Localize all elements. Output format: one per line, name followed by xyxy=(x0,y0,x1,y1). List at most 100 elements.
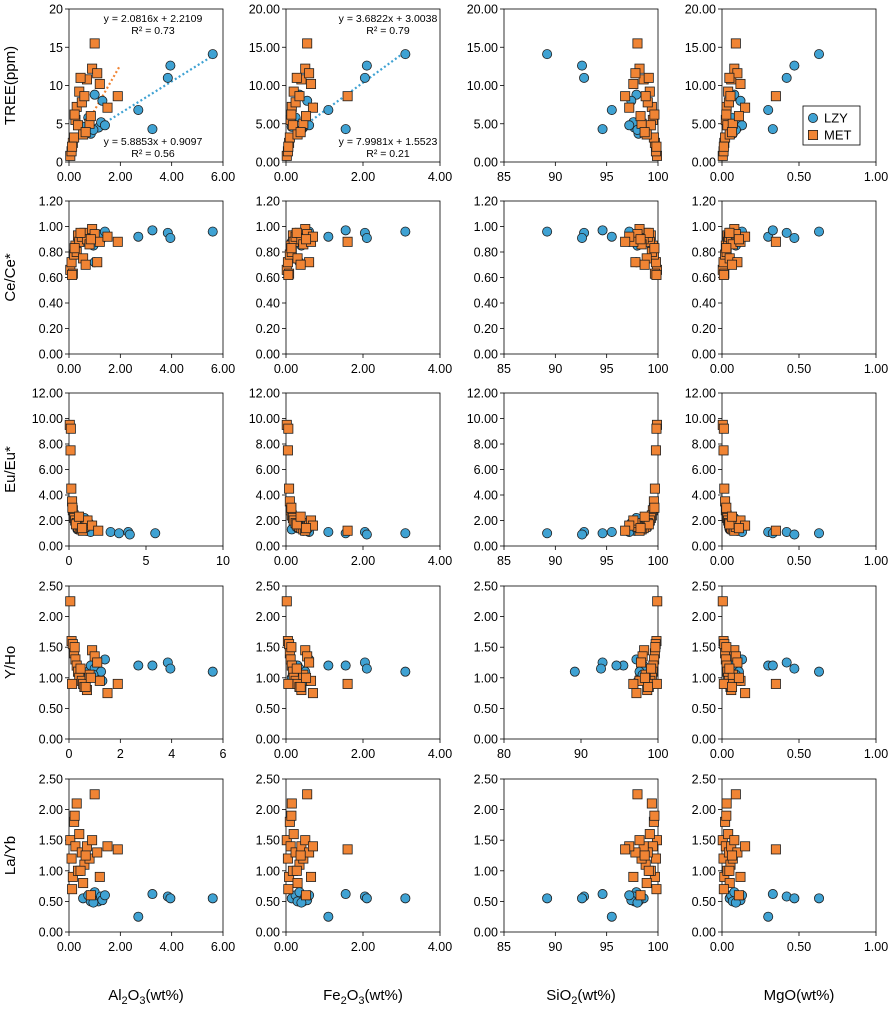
y-tick-label: 1.00 xyxy=(39,864,63,878)
y-tick-label: 12.00 xyxy=(467,387,498,401)
point-met xyxy=(300,835,311,846)
point-lzy xyxy=(400,893,411,904)
point-met xyxy=(620,91,631,102)
point-lzy xyxy=(361,663,372,674)
point-met xyxy=(652,596,663,607)
y-tick-label: 20.00 xyxy=(685,3,716,17)
x-tick-label: 0.50 xyxy=(787,170,811,184)
point-met xyxy=(727,127,738,138)
y-tick-label: 0.40 xyxy=(692,297,716,311)
point-met xyxy=(721,798,732,809)
point-met xyxy=(643,865,654,876)
point-met xyxy=(302,789,313,800)
point-lzy xyxy=(361,232,372,243)
point-lzy xyxy=(767,225,778,236)
point-lzy xyxy=(542,893,553,904)
point-met xyxy=(67,502,78,513)
y-tick-label: 1.50 xyxy=(256,834,280,848)
y-tick-label: 0.00 xyxy=(256,926,280,940)
point-lzy xyxy=(789,529,800,540)
y-tick-label: 0.50 xyxy=(474,702,498,716)
point-met xyxy=(641,878,652,889)
point-met xyxy=(651,423,662,434)
point-met xyxy=(735,78,746,89)
point-lzy xyxy=(400,666,411,677)
point-lzy xyxy=(323,526,334,537)
point-met xyxy=(295,850,306,861)
point-met xyxy=(295,681,306,692)
point-lzy xyxy=(542,226,553,237)
x-tick-label: 100 xyxy=(648,362,669,376)
panel-La-Yb-vs-Al2O3: 0.00 0.50 1.00 1.50 2.00 2.50 0.00 2.00 4.00 6.00 xyxy=(39,773,236,955)
point-lzy xyxy=(207,893,218,904)
y-tick-label: 4.00 xyxy=(474,489,498,503)
y-tick-label: 1.20 xyxy=(474,195,498,209)
point-met xyxy=(79,91,90,102)
y-tick-label: 2.00 xyxy=(256,803,280,817)
point-met xyxy=(642,681,653,692)
point-met xyxy=(92,847,103,858)
y-tick-label: 5.00 xyxy=(256,117,280,131)
point-met xyxy=(649,502,660,513)
y-tick-label: 2.00 xyxy=(39,610,63,624)
point-met xyxy=(634,835,645,846)
point-met xyxy=(85,672,96,683)
x-tick-label: 4.00 xyxy=(159,362,183,376)
y-tick-label: 0.00 xyxy=(474,348,498,362)
point-met xyxy=(75,663,86,674)
point-met xyxy=(71,798,82,809)
point-met xyxy=(92,257,103,268)
x-tick-label: 95 xyxy=(600,554,614,568)
x-tick-label: 0.00 xyxy=(57,170,81,184)
x-tick-label: 6.00 xyxy=(211,170,235,184)
plot-frame xyxy=(503,200,659,355)
y-tick-label: 8.00 xyxy=(692,438,716,452)
x-tick-label: 2.00 xyxy=(351,940,375,954)
point-met xyxy=(733,523,744,534)
point-met xyxy=(302,38,313,49)
y-tick-label: 0.00 xyxy=(692,348,716,362)
y-tick-label: 0.00 xyxy=(256,156,280,170)
point-met xyxy=(630,68,641,79)
point-lzy xyxy=(597,124,608,135)
point-lzy xyxy=(323,660,334,671)
x-tick-label: 0.00 xyxy=(274,170,298,184)
point-lzy xyxy=(323,231,334,242)
point-met xyxy=(724,72,735,83)
point-lzy xyxy=(207,49,218,60)
x-tick-label: 6 xyxy=(220,747,227,761)
x-axis-label: Al2O3(wt%) xyxy=(108,987,184,1007)
point-met xyxy=(643,227,654,238)
y-tick-label: 0.80 xyxy=(39,246,63,260)
point-met xyxy=(342,525,353,536)
panel-TREE-vs-MgO: 0.00 5.00 10.00 15.00 20.00 0.00 0.50 1.00 xyxy=(685,3,888,185)
y-tick-label: 0.00 xyxy=(692,926,716,940)
point-met xyxy=(650,642,661,653)
y-tick-label: 0.00 xyxy=(256,540,280,554)
x-tick-label: 0.00 xyxy=(57,940,81,954)
point-met xyxy=(301,890,312,901)
y-tick-label: 0.80 xyxy=(692,246,716,260)
panel-Eu-Eu-vs-MgO: 0.00 2.00 4.00 6.00 8.00 10.00 12.00 0.00 0.50 1.… xyxy=(685,387,888,569)
y-tick-label: 8.00 xyxy=(474,438,498,452)
point-lzy xyxy=(361,893,372,904)
point-met xyxy=(286,642,297,653)
point-lzy xyxy=(789,60,800,71)
y-tick-label: 0.00 xyxy=(474,733,498,747)
trendline-r2: R² = 0.73 xyxy=(131,25,175,37)
y-tick-label: 2.00 xyxy=(692,610,716,624)
point-met xyxy=(724,227,735,238)
y-tick-label: 1.00 xyxy=(39,220,63,234)
point-met xyxy=(724,663,735,674)
point-lzy xyxy=(133,660,144,671)
y-tick-label: 0.00 xyxy=(474,926,498,940)
legend-marker-lzy xyxy=(808,113,819,124)
x-tick-label: 90 xyxy=(548,554,562,568)
point-met xyxy=(740,688,751,699)
point-met xyxy=(69,132,80,143)
point-met xyxy=(291,663,302,674)
point-lzy xyxy=(147,889,158,900)
point-lzy xyxy=(400,49,411,60)
point-met xyxy=(770,844,781,855)
